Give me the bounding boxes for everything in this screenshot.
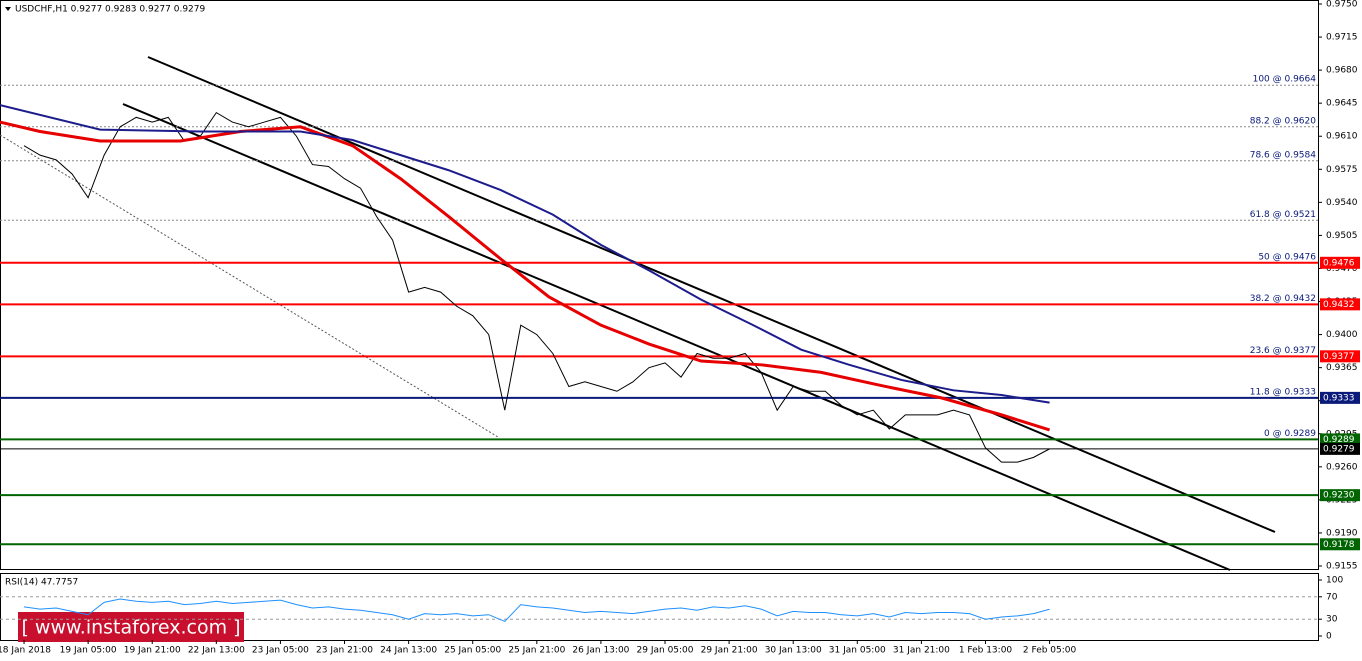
price-tag-label: 0.9333 [1323, 393, 1355, 403]
x-tick-label: 29 Jan 21:00 [701, 646, 758, 656]
price-tag [1320, 538, 1360, 551]
price-tag-label: 0.9178 [1323, 540, 1355, 550]
y-tick-label: 30 [1326, 615, 1338, 625]
level-label: 78.6 @ 0.9584 [1250, 150, 1317, 160]
level-label: 50 @ 0.9476 [1258, 252, 1316, 262]
x-tick-label: 29 Jan 05:00 [637, 646, 694, 656]
main-frame [0, 0, 1319, 570]
y-tick-label: 0.9260 [1326, 462, 1358, 472]
y-tick-label: 0.9505 [1326, 231, 1358, 241]
price-tag-label: 0.9377 [1323, 352, 1355, 362]
x-tick-label: 19 Jan 05:00 [60, 646, 117, 656]
price-tag [1320, 489, 1360, 502]
fib-baseline [0, 134, 499, 438]
series-line [0, 104, 1050, 404]
price-tag-label: 0.9230 [1323, 491, 1355, 501]
y-tick-label: 100 [1326, 576, 1343, 586]
y-tick-label: 0.9190 [1326, 528, 1358, 538]
trend-line [147, 56, 1276, 533]
level-label: 0 @ 0.9289 [1264, 429, 1316, 439]
x-tick-label: 23 Jan 05:00 [252, 646, 309, 656]
y-tick-label: 70 [1326, 592, 1338, 602]
level-label: 11.8 @ 0.9333 [1250, 387, 1316, 397]
series-line [23, 598, 1050, 623]
x-tick-label: 31 Jan 21:00 [893, 646, 950, 656]
arrow-icon [5, 7, 11, 11]
rsi-title: RSI(14) 47.7757 [5, 578, 78, 588]
y-tick-label: 0 [1326, 632, 1332, 642]
y-tick-label: 0.9155 [1326, 562, 1358, 572]
price-tag [1320, 433, 1360, 446]
chart-header: USDCHF,H1 0.9277 0.9283 0.9277 0.9279 [15, 5, 205, 15]
trend-line [122, 103, 1231, 571]
price-tag [1320, 298, 1360, 311]
price-tag [1320, 391, 1360, 404]
level-label: 23.6 @ 0.9377 [1250, 346, 1316, 356]
price-tag [1320, 350, 1360, 363]
x-tick-label: 19 Jan 21:00 [124, 646, 181, 656]
y-tick-label: 0.9750 [1326, 0, 1358, 10]
y-tick-label: 0.9400 [1326, 330, 1358, 340]
y-tick-label: 0.9540 [1326, 198, 1358, 208]
price-tag [1320, 442, 1360, 455]
x-tick-label: 25 Jan 21:00 [508, 646, 565, 656]
level-label: 61.8 @ 0.9521 [1250, 210, 1316, 220]
level-label: 100 @ 0.9664 [1253, 75, 1317, 85]
y-tick-label: 0.9645 [1326, 99, 1358, 109]
y-tick-label: 0.9470 [1326, 264, 1358, 274]
x-tick-label: 1 Feb 13:00 [959, 646, 1013, 656]
x-tick-label: 18 Jan 2018 [0, 646, 51, 656]
x-tick-label: 31 Jan 05:00 [829, 646, 886, 656]
price-tag-label: 0.9289 [1323, 435, 1355, 445]
x-tick-label: 23 Jan 21:00 [316, 646, 373, 656]
price-tag [1320, 256, 1360, 269]
x-tick-label: 26 Jan 13:00 [572, 646, 629, 656]
x-tick-label: 25 Jan 05:00 [444, 646, 501, 656]
price-tag-label: 0.9432 [1323, 300, 1355, 310]
price-tag-label: 0.9279 [1323, 444, 1355, 454]
watermark-box [18, 612, 244, 642]
x-tick-label: 30 Jan 13:00 [765, 646, 822, 656]
series-line [0, 120, 1051, 432]
y-tick-label: 0.9365 [1326, 363, 1358, 373]
x-tick-label: 24 Jan 13:00 [380, 646, 437, 656]
level-label: 88.2 @ 0.9620 [1250, 116, 1317, 126]
y-tick-label: 0.9680 [1326, 66, 1358, 76]
y-tick-label: 0.9610 [1326, 132, 1358, 142]
watermark: [ www.instaforex.com ] [21, 617, 240, 639]
y-tick-label: 0.9575 [1326, 165, 1358, 175]
x-tick-label: 22 Jan 13:00 [188, 646, 245, 656]
price-tag-label: 0.9476 [1323, 258, 1355, 268]
x-tick-label: 2 Feb 05:00 [1023, 646, 1077, 656]
y-tick-label: 0.9715 [1326, 33, 1358, 43]
level-label: 38.2 @ 0.9432 [1250, 294, 1316, 304]
